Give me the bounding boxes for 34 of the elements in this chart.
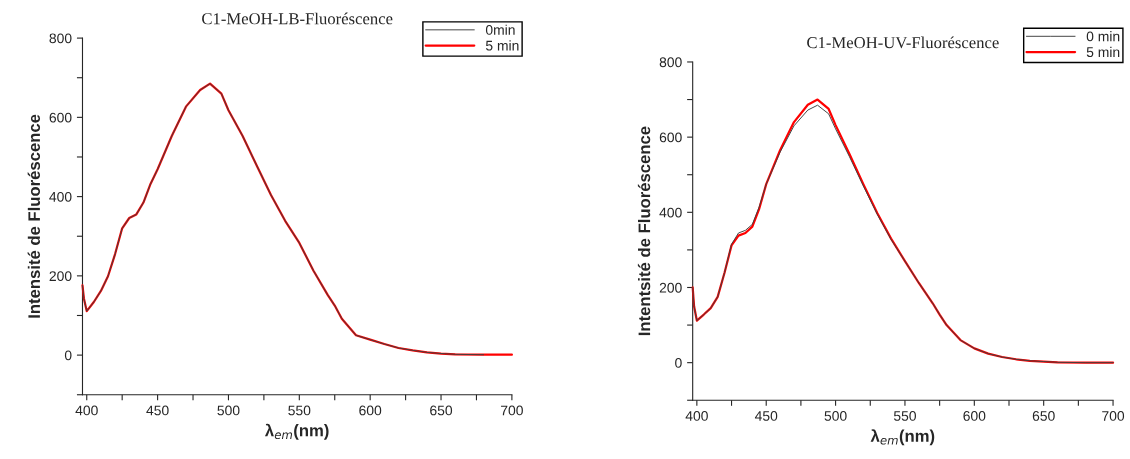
y-tick-label: 800 xyxy=(659,57,682,68)
x-tick-label: 600 xyxy=(963,411,986,421)
x-tick-label: 700 xyxy=(1102,411,1125,421)
x-tick-label: 450 xyxy=(754,411,778,421)
x-tick-label: 500 xyxy=(824,411,847,421)
x-tick-label: 700 xyxy=(501,405,523,416)
x-tick-label: 450 xyxy=(146,405,169,416)
x-axis-title: λ$_{em}$(nm) xyxy=(264,423,329,440)
legend-label: 5 min xyxy=(485,40,519,51)
y-tick-label: 400 xyxy=(659,207,682,218)
x-axis-title: λ$_{em}$(nm) xyxy=(870,429,935,446)
x-tick-label: 400 xyxy=(685,411,708,421)
legend-label: 0 min xyxy=(1086,31,1120,42)
y-tick-label: 400 xyxy=(49,191,72,202)
y-axis-title: Intentsité de Fluoréscence xyxy=(637,126,651,336)
chart-title: C1-MeOH-UV-Fluoréscence xyxy=(807,36,999,49)
legend-label: 0min xyxy=(485,24,515,35)
x-tick-label: 600 xyxy=(359,405,382,416)
y-tick-label: 0 xyxy=(64,350,72,361)
x-tick-label: 400 xyxy=(75,405,98,416)
x-tick-label: 500 xyxy=(217,405,240,416)
y-tick-label: 0 xyxy=(675,358,682,368)
y-tick-label: 800 xyxy=(49,33,72,44)
y-tick-label: 600 xyxy=(659,132,682,143)
chart-title: C1-MeOH-LB-Fluoréscence xyxy=(202,12,393,25)
y-axis-title: Intensité de Fluoréscence xyxy=(27,114,41,318)
x-tick-label: 550 xyxy=(288,405,311,416)
x-tick-label: 650 xyxy=(430,405,453,416)
y-tick-label: 200 xyxy=(659,282,682,293)
y-tick-label: 600 xyxy=(49,112,72,123)
legend-label: 5 min xyxy=(1086,46,1120,58)
x-tick-label: 650 xyxy=(1032,411,1055,421)
y-tick-label: 200 xyxy=(49,271,72,282)
x-tick-label: 550 xyxy=(893,411,916,421)
